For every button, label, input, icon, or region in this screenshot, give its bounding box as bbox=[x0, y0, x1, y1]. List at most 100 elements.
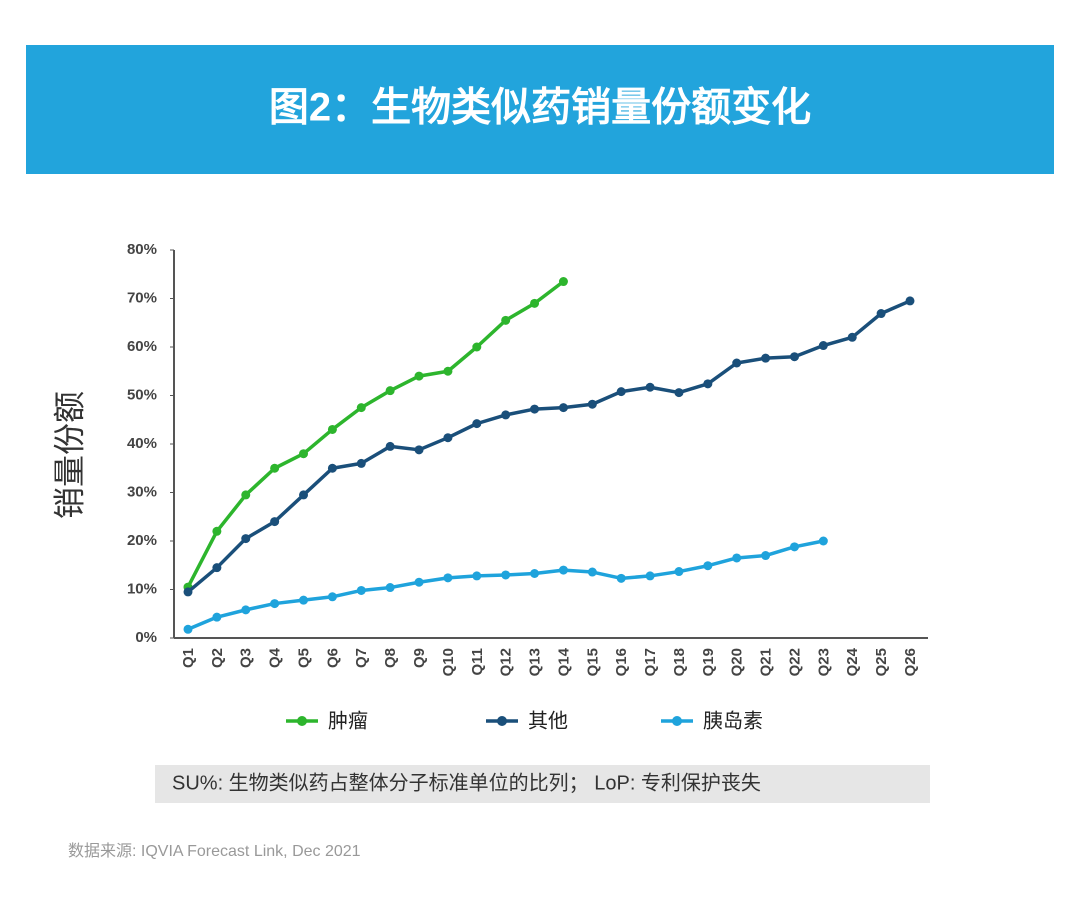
series-marker bbox=[212, 526, 222, 536]
note-box bbox=[155, 765, 930, 803]
x-tick-label: Q19 bbox=[700, 648, 717, 676]
x-tick-label: Q21 bbox=[758, 648, 775, 676]
x-tick-label: Q14 bbox=[555, 647, 572, 676]
x-tick-label: Q17 bbox=[642, 648, 659, 676]
series-marker bbox=[183, 624, 193, 634]
series-marker bbox=[327, 424, 337, 434]
series-marker bbox=[241, 534, 251, 544]
x-tick-label: Q13 bbox=[527, 648, 544, 676]
x-tick-label: Q24 bbox=[844, 647, 861, 676]
series-line bbox=[186, 299, 911, 594]
x-tick-label: Q12 bbox=[498, 648, 515, 676]
series-marker bbox=[761, 551, 771, 561]
legend-label: 胰岛素 bbox=[703, 709, 763, 732]
title-band bbox=[26, 45, 1054, 174]
x-tick-label: Q1 bbox=[180, 648, 197, 668]
y-tick-label: 30% bbox=[127, 483, 157, 500]
series-marker bbox=[356, 585, 366, 595]
note: SU%: 生物类似药占整体分子标准单位的比列； LoP: 专利保护丧失 bbox=[172, 771, 761, 794]
series-marker bbox=[356, 458, 366, 468]
series-marker bbox=[443, 433, 453, 443]
series-marker bbox=[847, 332, 857, 342]
series-marker bbox=[530, 404, 540, 414]
series-marker bbox=[472, 571, 482, 581]
x-tick-label: Q25 bbox=[873, 648, 890, 676]
series-marker bbox=[327, 592, 337, 602]
series-marker bbox=[299, 490, 309, 500]
x-tick-label: Q20 bbox=[729, 648, 746, 676]
series-marker bbox=[472, 342, 482, 352]
series-marker bbox=[818, 341, 828, 351]
series-marker bbox=[703, 561, 713, 571]
x-tick-label: Q9 bbox=[411, 648, 428, 668]
series-marker bbox=[732, 358, 742, 368]
series-marker bbox=[674, 388, 684, 398]
series-marker bbox=[241, 605, 251, 615]
series-marker bbox=[443, 366, 453, 376]
series-marker bbox=[587, 399, 597, 409]
y-tick-label: 60% bbox=[127, 338, 157, 355]
x-tick-label: Q26 bbox=[902, 648, 919, 676]
y-tick-label: 50% bbox=[127, 386, 157, 403]
series-marker bbox=[270, 463, 280, 473]
x-tick-label: Q6 bbox=[324, 648, 341, 668]
x-tick-label: Q4 bbox=[267, 647, 284, 668]
series-marker bbox=[414, 445, 424, 455]
series-marker bbox=[501, 315, 511, 325]
x-tick-label: Q15 bbox=[584, 648, 601, 676]
x-tick-label: Q2 bbox=[209, 648, 226, 668]
y-tick-label: 10% bbox=[127, 580, 157, 597]
x-tick-label: Q11 bbox=[469, 648, 486, 676]
legend-marker bbox=[497, 716, 507, 726]
series-marker bbox=[530, 298, 540, 308]
series-marker bbox=[616, 387, 626, 397]
series-marker bbox=[587, 567, 597, 577]
series-marker bbox=[876, 309, 886, 319]
x-tick-label: Q22 bbox=[786, 648, 803, 676]
series-marker bbox=[501, 570, 511, 580]
x-tick-label: Q16 bbox=[613, 648, 630, 676]
legend-label: 其他 bbox=[528, 709, 568, 732]
y-tick-label: 20% bbox=[127, 532, 157, 549]
series-marker bbox=[414, 371, 424, 381]
series-marker bbox=[789, 352, 799, 362]
series-marker bbox=[270, 599, 280, 609]
series-marker bbox=[385, 386, 395, 396]
series-marker bbox=[905, 296, 915, 306]
series-marker bbox=[385, 583, 395, 593]
series-marker bbox=[558, 277, 568, 287]
series-marker bbox=[270, 517, 280, 527]
x-tick-label: Q7 bbox=[353, 648, 370, 668]
y-tick-label: 0% bbox=[135, 629, 157, 646]
y-tick-label: 40% bbox=[127, 435, 157, 452]
x-tick-label: Q18 bbox=[671, 648, 688, 676]
x-tick-label: Q5 bbox=[295, 648, 312, 668]
series-marker bbox=[616, 573, 626, 583]
chart-title: 图2：生物类似药销量份额变化 bbox=[269, 86, 811, 130]
series-marker bbox=[645, 571, 655, 581]
series-marker bbox=[299, 449, 309, 459]
series-marker bbox=[299, 595, 309, 605]
series-marker bbox=[472, 419, 482, 429]
y-tick-label: 80% bbox=[127, 241, 157, 258]
series-marker bbox=[501, 410, 511, 420]
series-marker bbox=[818, 536, 828, 546]
series-marker bbox=[183, 587, 193, 597]
y-tick-label: 70% bbox=[127, 289, 157, 306]
legend-label: 肿瘤 bbox=[328, 709, 368, 732]
legend-marker bbox=[672, 716, 682, 726]
series-marker bbox=[530, 568, 540, 578]
series-marker bbox=[212, 612, 222, 622]
x-tick-label: Q3 bbox=[238, 648, 255, 668]
legend-marker bbox=[297, 716, 307, 726]
y-axis-label: 销量份额 bbox=[51, 391, 87, 519]
x-tick-label: Q10 bbox=[440, 648, 457, 676]
series-marker bbox=[558, 565, 568, 575]
series-marker bbox=[385, 441, 395, 451]
series-marker bbox=[212, 563, 222, 573]
series-marker bbox=[356, 403, 366, 413]
series-marker bbox=[732, 553, 742, 563]
x-tick-label: Q23 bbox=[815, 648, 832, 676]
source: 数据来源: IQVIA Forecast Link, Dec 2021 bbox=[68, 842, 361, 860]
